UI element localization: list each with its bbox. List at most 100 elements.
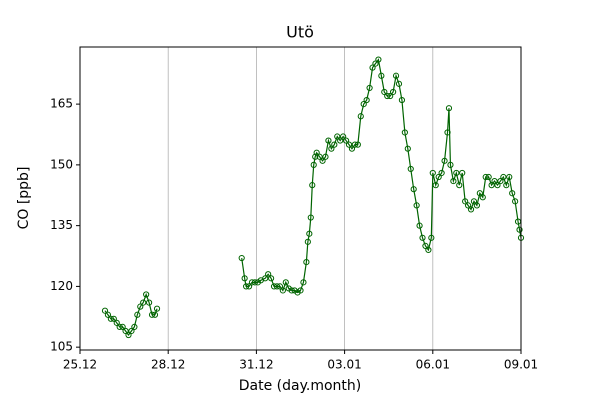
data-point — [348, 145, 356, 152]
x-tick-label: 09.01 — [504, 358, 538, 372]
data-point — [307, 214, 314, 221]
data-point — [262, 275, 269, 282]
data-point — [125, 331, 132, 339]
data-point — [429, 169, 436, 177]
data-point — [148, 311, 156, 318]
data-point — [428, 234, 435, 241]
data-point — [140, 299, 147, 306]
plot-frame — [79, 46, 522, 351]
data-point — [462, 198, 469, 205]
data-point — [464, 202, 472, 209]
data-point — [503, 182, 510, 189]
data-point — [297, 287, 304, 294]
data-line — [104, 58, 522, 337]
data-point — [342, 137, 350, 144]
y-axis-label: CO [ppb] — [16, 167, 32, 230]
data-point — [473, 202, 480, 209]
data-point — [384, 92, 391, 100]
y-tick-label: 105 — [50, 340, 73, 354]
data-point — [270, 283, 278, 290]
data-point — [435, 173, 442, 181]
data-point — [432, 182, 439, 189]
data-point — [319, 157, 326, 164]
data-point — [134, 311, 141, 318]
data-point — [467, 206, 475, 213]
data-point — [325, 137, 332, 144]
data-point — [340, 133, 347, 140]
data-point — [506, 173, 513, 181]
data-point — [354, 141, 361, 148]
data-point — [306, 230, 313, 237]
data-point — [145, 299, 153, 306]
data-point — [456, 182, 463, 189]
data-point — [416, 222, 423, 229]
data-point — [282, 279, 289, 286]
data-point — [438, 169, 445, 177]
data-point — [390, 88, 397, 96]
data-point — [107, 315, 114, 322]
y-tick-label: 120 — [50, 279, 73, 293]
data-point — [143, 291, 150, 298]
data-point — [494, 182, 501, 189]
data-point — [243, 283, 250, 290]
data-point — [372, 60, 379, 67]
data-point — [310, 161, 317, 168]
data-point — [151, 311, 159, 318]
data-point — [422, 242, 429, 249]
data-point — [119, 323, 126, 331]
data-point — [509, 190, 516, 197]
data-point — [110, 315, 117, 322]
data-point — [131, 323, 138, 331]
data-point — [381, 88, 388, 96]
data-point — [516, 226, 523, 233]
y-tick-label: 165 — [50, 97, 73, 111]
data-point — [401, 129, 408, 136]
x-axis-label: Date (day.month) — [239, 378, 361, 394]
data-point — [488, 182, 495, 189]
data-point — [441, 157, 448, 164]
x-tick-label: 28.12 — [151, 358, 185, 372]
data-point — [476, 190, 483, 197]
data-point — [101, 307, 109, 314]
data-point — [276, 283, 284, 290]
data-point — [345, 141, 353, 148]
data-point — [316, 153, 323, 160]
data-point — [113, 319, 120, 326]
data-point — [265, 271, 272, 278]
data-point — [122, 327, 129, 335]
data-point — [331, 141, 338, 148]
data-point — [453, 169, 460, 177]
data-point — [279, 287, 286, 294]
data-point — [444, 129, 451, 136]
data-point — [248, 279, 256, 286]
data-point — [137, 303, 144, 310]
data-point — [512, 198, 519, 205]
x-tick-label: 25.12 — [63, 358, 97, 372]
data-point — [363, 96, 370, 104]
data-point — [273, 283, 281, 290]
data-point — [392, 72, 400, 79]
data-point — [304, 238, 311, 245]
chart-title: Utö — [286, 23, 314, 42]
data-point — [497, 177, 504, 185]
data-point — [334, 133, 341, 140]
data-point — [313, 149, 320, 156]
data-point — [268, 275, 275, 282]
data-point — [366, 84, 373, 92]
data-point — [337, 137, 344, 144]
data-point — [419, 234, 426, 241]
data-point — [104, 311, 112, 318]
data-point — [238, 254, 245, 262]
data-point — [300, 279, 307, 286]
data-point — [375, 56, 382, 63]
data-point — [407, 165, 414, 173]
data-point — [116, 323, 123, 331]
data-point — [245, 283, 253, 290]
x-tick-label: 06.01 — [416, 358, 450, 372]
data-point — [447, 161, 454, 168]
data-point — [369, 64, 376, 71]
data-point — [459, 169, 466, 177]
data-point — [404, 145, 411, 152]
data-point — [378, 72, 385, 79]
